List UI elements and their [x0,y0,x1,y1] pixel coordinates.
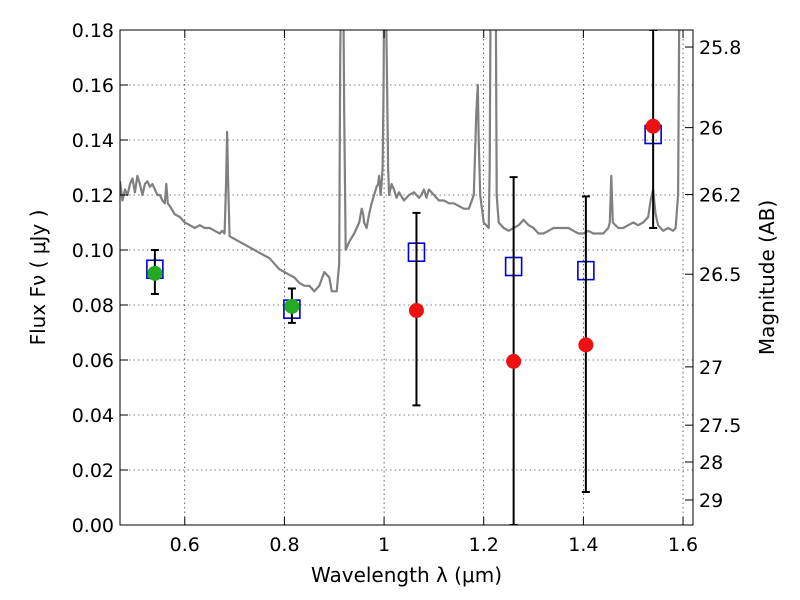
x-tick-label: 1.4 [568,534,598,556]
y-tick-label: 0.06 [72,350,114,372]
y-tick-label: 0.14 [72,130,114,152]
x-axis-title: Wavelength λ (μm) [311,563,502,587]
y2-tick-label: 26.5 [699,264,741,286]
observed-point [506,353,522,369]
y2-tick-label: 26.2 [699,184,741,206]
observed-point [408,303,424,318]
y-tick-label: 0.04 [72,405,114,427]
observed-point [284,298,300,314]
x-tick-label: 1.6 [668,534,698,556]
observed-point [578,337,594,353]
x-tick-label: 0.8 [269,534,299,556]
y-tick-label: 0.18 [72,20,114,42]
observed-point [645,118,661,134]
y-tick-label: 0.16 [72,75,114,97]
observed-point [147,265,163,281]
ticks: 0.6 0.8 1 1.2 1.4 1.6 0.00 0.02 0.04 0.06 0.08 0.10… [72,20,742,556]
y2-tick-label: 27 [699,357,723,379]
y-tick-label: 0.02 [72,460,114,482]
plot-frame [119,29,694,526]
x-tick-label: 0.6 [170,534,200,556]
y2-axis-title: Magnitude (AB) [755,200,779,355]
spectrum-line [120,30,681,293]
y-tick-label: 0.10 [72,240,114,262]
y2-tick-label: 26 [699,118,723,140]
y2-tick-label: 28 [699,452,723,474]
x-tick-label: 1.2 [469,534,499,556]
y2-tick-label: 29 [699,490,723,512]
y-tick-label: 0.12 [72,185,114,207]
y-tick-label: 0.00 [72,515,114,537]
y-axis-title: Flux Fν ( μJy ) [26,210,50,346]
y-tick-label: 0.08 [72,295,114,317]
data-layer [120,30,681,525]
y2-tick-label: 25.8 [699,37,741,59]
x-tick-label: 1 [378,534,390,556]
y2-tick-label: 27.5 [699,415,741,437]
